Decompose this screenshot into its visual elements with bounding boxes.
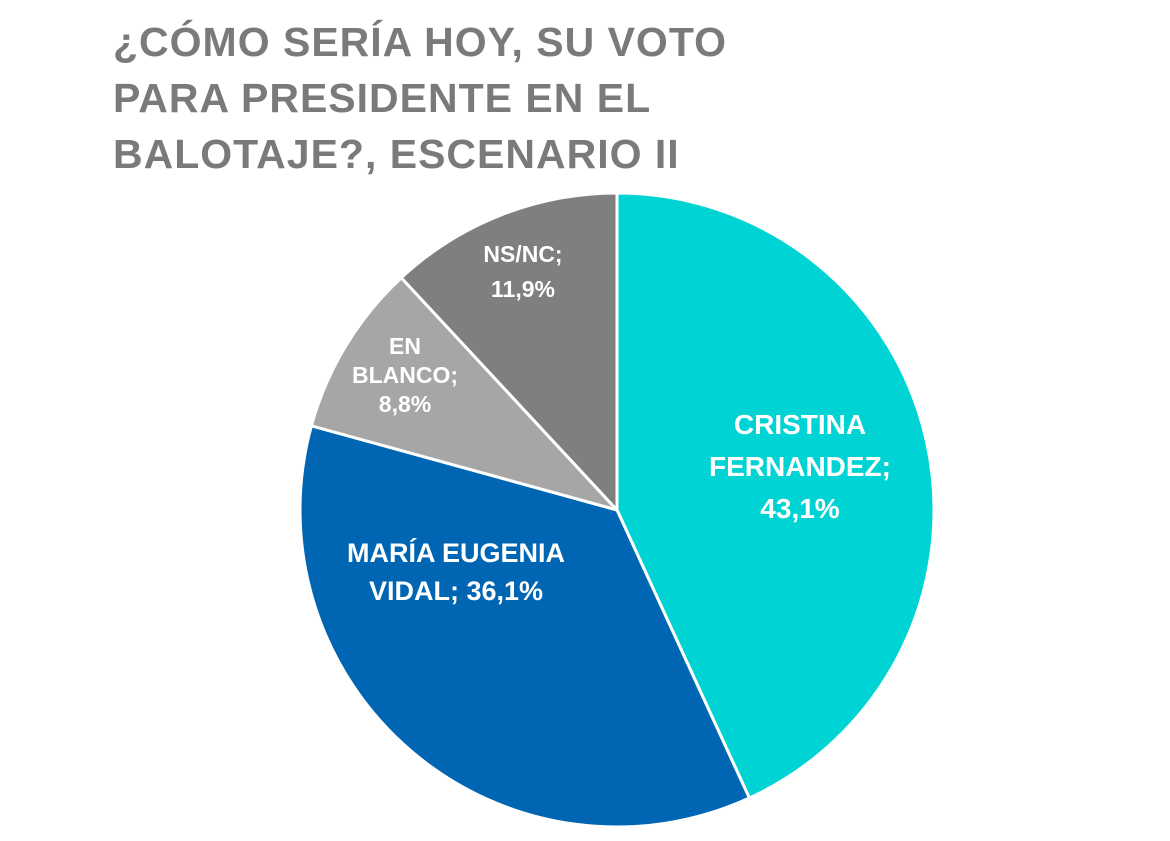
chart-title-line: ¿CÓMO SERÍA HOY, SU VOTO	[113, 19, 728, 65]
chart-title-line: BALOTAJE?, ESCENARIO II	[113, 131, 680, 177]
chart-title: ¿CÓMO SERÍA HOY, SU VOTO PARA PRESIDENTE…	[113, 14, 833, 182]
slice-label-line: NS/NC;	[483, 241, 562, 267]
slice-label-en-blanco: EN BLANCO; 8,8%	[352, 333, 458, 417]
slice-label-line: MARÍA EUGENIA	[347, 537, 565, 568]
slice-label-line: 43,1%	[760, 493, 839, 524]
chart-title-line: PARA PRESIDENTE EN EL	[113, 75, 652, 121]
slice-label-cristina-fernandez: CRISTINA FERNANDEZ; 43,1%	[709, 409, 891, 524]
pie-slice-ns-nc	[399, 191, 619, 512]
slice-label-line: 8,8%	[379, 391, 431, 417]
slice-label-line: BLANCO;	[352, 362, 458, 388]
slice-label-line: 11,9%	[491, 276, 555, 302]
slice-label-maria-eugenia-vidal: MARÍA EUGENIA VIDAL; 36,1%	[347, 537, 565, 606]
slice-label-ns-nc: NS/NC; 11,9%	[483, 241, 562, 302]
pie-slice-maria-eugenia-vidal	[298, 424, 751, 829]
slice-label-line: VIDAL; 36,1%	[369, 576, 543, 606]
pie-slice-en-blanco	[309, 276, 619, 512]
slice-label-line: FERNANDEZ;	[709, 451, 891, 482]
slice-label-line: CRISTINA	[734, 409, 866, 440]
slice-label-line: EN	[389, 333, 421, 359]
pie-slice-cristina-fernandez	[615, 191, 936, 800]
